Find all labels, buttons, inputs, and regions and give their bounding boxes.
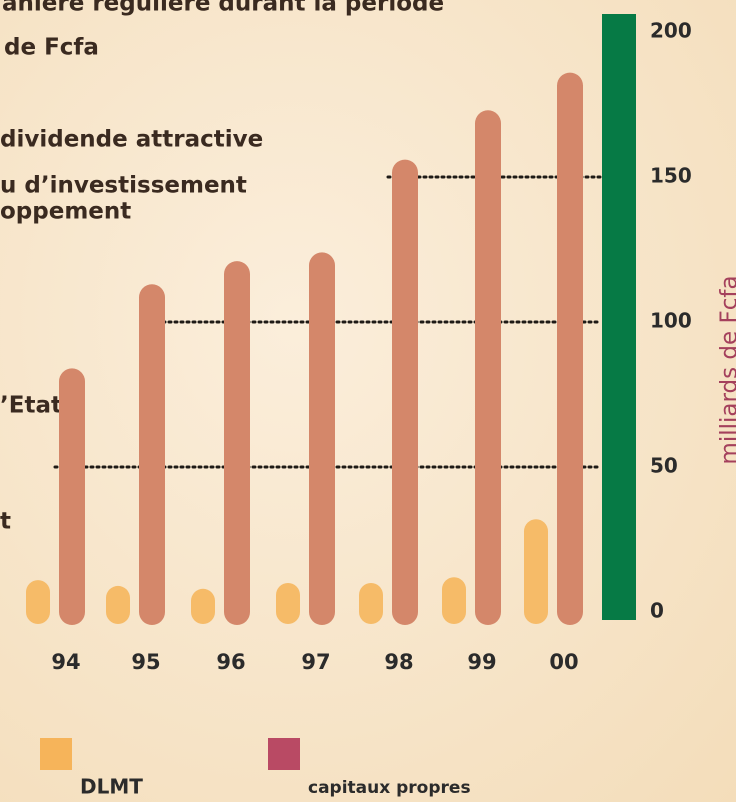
y-tick-label: 50 [650, 454, 678, 478]
body-text: ’Etat [0, 393, 62, 419]
value-axis [602, 14, 636, 620]
x-tick-label: 95 [131, 650, 160, 674]
x-tick-label: 98 [384, 650, 413, 674]
x-tick-label: 99 [467, 650, 496, 674]
bar [524, 519, 548, 624]
legend-label: capitaux propres [308, 778, 471, 798]
bar [276, 583, 300, 624]
bar [26, 580, 50, 624]
bar [139, 284, 165, 625]
bar [191, 588, 215, 624]
bar [442, 577, 466, 624]
x-tick-label: 94 [51, 650, 80, 674]
y-tick-label: 100 [650, 309, 692, 333]
bar [557, 72, 583, 626]
body-text: u d’investissement [0, 173, 247, 199]
bar [59, 368, 85, 625]
bar [392, 159, 418, 625]
bar [309, 252, 335, 625]
legend-swatch [268, 738, 300, 770]
x-tick-label: 97 [301, 650, 330, 674]
legend-swatch [40, 738, 72, 770]
body-text: oppement [0, 199, 131, 225]
body-text: anière régulière durant la période [2, 0, 444, 17]
bar [475, 110, 501, 626]
body-text: de Fcfa [4, 35, 99, 61]
bar [359, 583, 383, 624]
x-tick-label: 00 [549, 650, 578, 674]
bar [106, 585, 130, 624]
body-text: dividende attractive [0, 127, 263, 153]
y-tick-label: 200 [650, 19, 692, 43]
body-text: t [0, 509, 11, 535]
x-tick-label: 96 [216, 650, 245, 674]
legend-label: DLMT [80, 775, 143, 799]
y-axis-label: milliards de Fcfa [717, 275, 736, 464]
y-tick-label: 0 [650, 599, 664, 623]
y-tick-label: 150 [650, 164, 692, 188]
bar [224, 261, 250, 625]
